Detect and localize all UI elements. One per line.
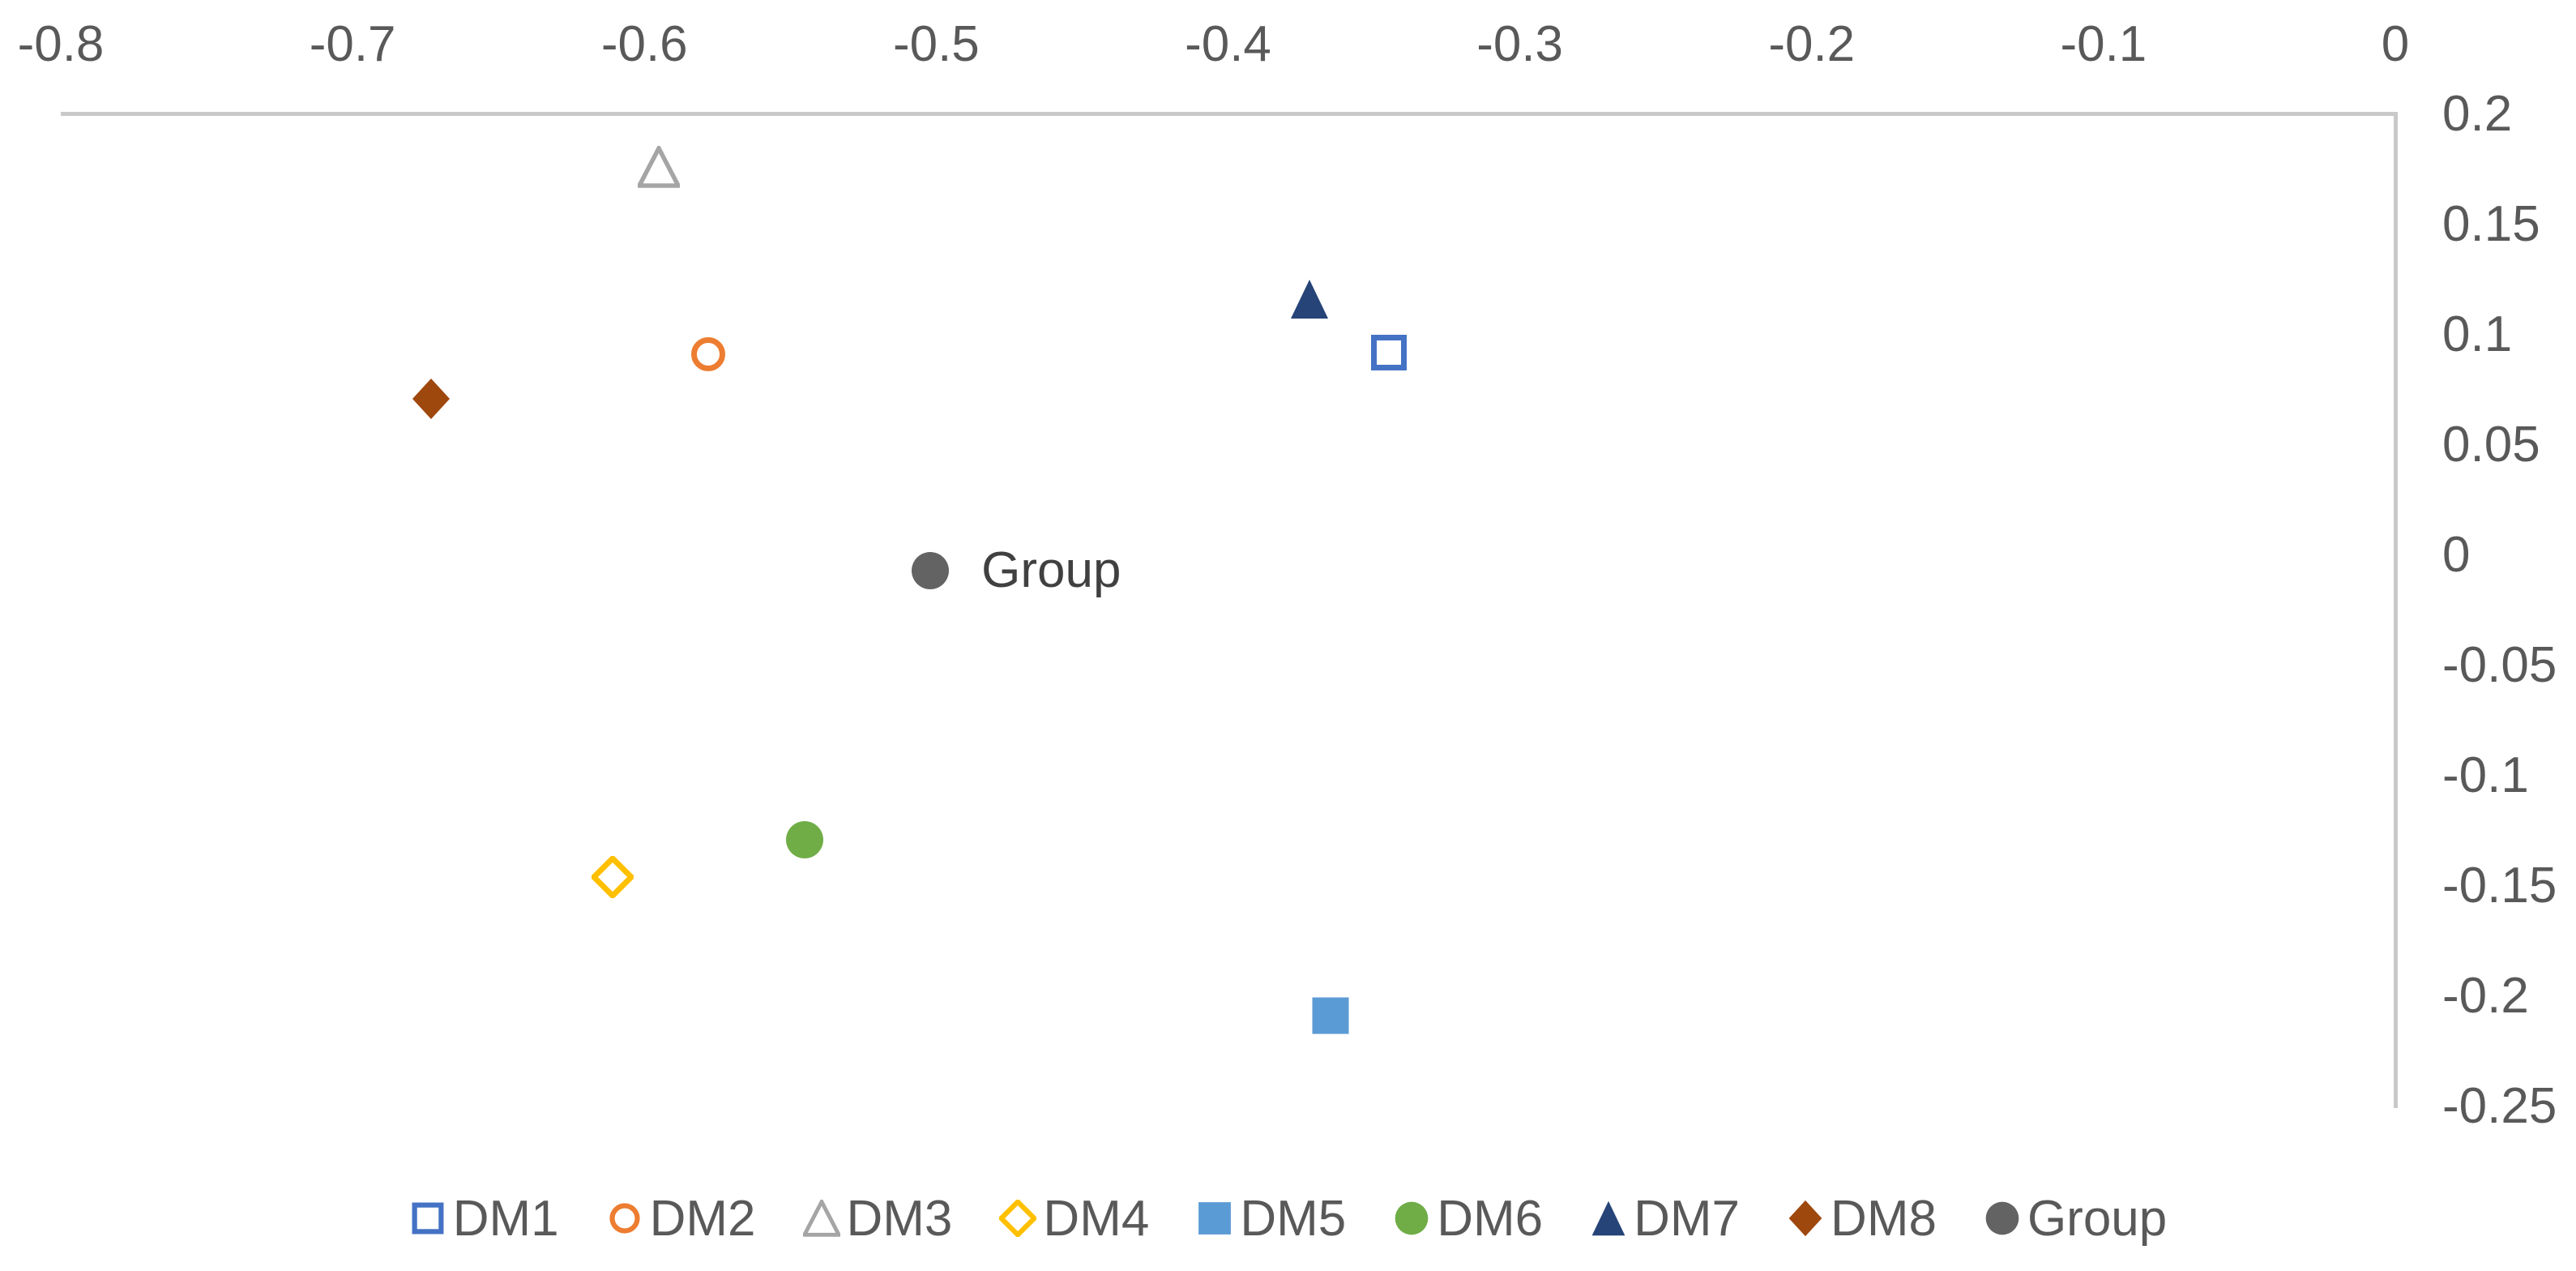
data-point-dm8-marker	[410, 378, 452, 424]
square-filled-icon	[1312, 997, 1349, 1034]
legend-label: DM5	[1240, 1190, 1347, 1247]
data-point-dm5-marker	[1309, 995, 1352, 1041]
y-tick-label: -0.15	[2442, 858, 2557, 914]
y-tick-label: 0.15	[2442, 196, 2540, 252]
data-point-label: Group	[981, 542, 1121, 599]
y-tick-label: 0.05	[2442, 417, 2540, 473]
y-tick-label: 0	[2442, 527, 2471, 583]
legend-item-dm7: DM7	[1590, 1190, 1740, 1247]
y-tick-label: -0.1	[2442, 747, 2529, 803]
square-filled-icon	[1198, 1202, 1232, 1235]
legend-item-dm6: DM6	[1393, 1190, 1543, 1247]
legend-item-dm8: DM8	[1787, 1190, 1937, 1247]
x-tick-label: -0.1	[2060, 16, 2147, 72]
data-point-dm4-marker	[589, 854, 635, 902]
square-open-icon	[412, 1202, 444, 1235]
data-point-dm7-marker	[1288, 278, 1331, 324]
y-axis-line	[2394, 112, 2398, 1108]
triangle-filled-icon	[1291, 280, 1329, 319]
circle-open-icon	[609, 1203, 640, 1234]
diamond-filled-icon	[412, 378, 451, 419]
legend-label: DM3	[846, 1190, 953, 1247]
data-point-dm2-marker	[687, 333, 729, 379]
circle-open-icon	[691, 337, 726, 372]
x-tick-label: -0.6	[600, 16, 688, 72]
legend-label: DM4	[1043, 1190, 1150, 1247]
legend-item-dm1: DM1	[409, 1190, 559, 1247]
legend-label: DM1	[452, 1190, 559, 1247]
y-tick-label: 0.2	[2442, 86, 2513, 142]
y-tick-label: -0.05	[2442, 637, 2557, 693]
legend-item-dm5: DM5	[1196, 1190, 1346, 1247]
legend-item-dm2: DM2	[606, 1190, 756, 1247]
circle-filled-icon	[1395, 1201, 1429, 1235]
data-point-group-marker	[909, 550, 951, 596]
x-tick-label: -0.3	[1476, 16, 1564, 72]
legend-item-dm4: DM4	[999, 1190, 1149, 1247]
legend-item-dm3: DM3	[802, 1190, 953, 1247]
data-point-dm3-marker	[635, 143, 682, 192]
y-tick-label: -0.2	[2442, 968, 2529, 1024]
data-point-dm1-marker	[1368, 332, 1410, 378]
diamond-open-icon	[589, 854, 635, 901]
x-tick-label: -0.2	[1768, 16, 1856, 72]
x-axis-line	[61, 112, 2398, 116]
circle-filled-icon	[912, 552, 950, 590]
legend-label: DM2	[649, 1190, 756, 1247]
x-tick-label: -0.5	[892, 16, 980, 72]
circle-filled-icon	[1985, 1201, 2019, 1235]
x-tick-label: -0.8	[17, 16, 105, 72]
x-tick-label: -0.7	[309, 16, 396, 72]
x-tick-label: 0	[2381, 16, 2410, 72]
y-tick-label: 0.1	[2442, 306, 2513, 362]
legend-label: DM8	[1831, 1190, 1937, 1247]
legend-label: DM7	[1634, 1190, 1741, 1247]
legend-item-group: Group	[1984, 1190, 2167, 1247]
diamond-filled-icon	[1788, 1200, 1822, 1237]
legend-label: DM6	[1437, 1190, 1544, 1247]
square-open-icon	[1370, 334, 1407, 370]
legend: DM1 DM2 DM3 DM4 DM5 DM6 DM7 DM8 Group	[0, 1174, 2576, 1263]
diamond-open-icon	[999, 1200, 1037, 1237]
triangle-open-icon	[802, 1200, 840, 1237]
data-point-dm6-marker	[784, 819, 826, 865]
circle-filled-icon	[786, 820, 824, 858]
triangle-open-icon	[635, 143, 682, 189]
x-tick-label: -0.4	[1185, 16, 1271, 72]
legend-label: Group	[2027, 1190, 2168, 1247]
triangle-filled-icon	[1591, 1200, 1625, 1236]
y-tick-label: -0.25	[2442, 1078, 2557, 1134]
